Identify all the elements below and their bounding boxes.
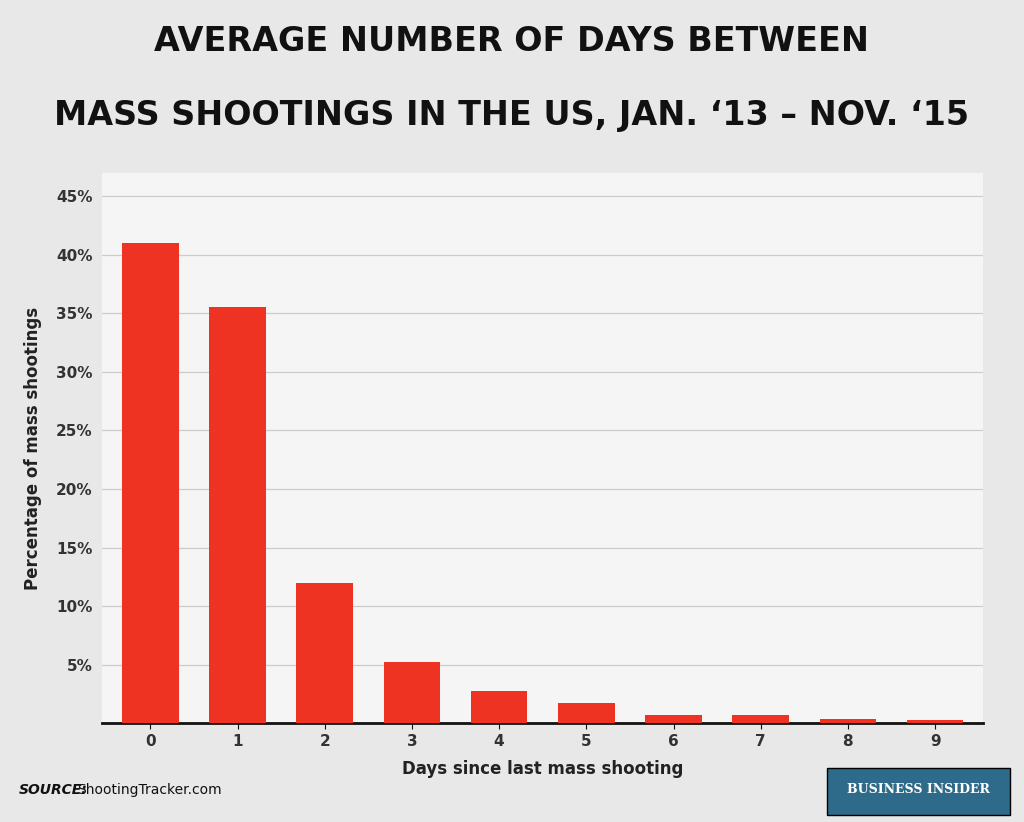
- Bar: [296, 583, 353, 723]
- Text: AVERAGE NUMBER OF DAYS BETWEEN: AVERAGE NUMBER OF DAYS BETWEEN: [155, 25, 869, 58]
- Bar: [122, 243, 179, 723]
- Bar: [906, 720, 964, 723]
- Bar: [558, 704, 614, 723]
- Bar: [209, 307, 266, 723]
- Text: SOURCE:: SOURCE:: [18, 783, 87, 797]
- Bar: [384, 663, 440, 723]
- Text: MASS SHOOTINGS IN THE US, JAN. ‘13 – NOV. ‘15: MASS SHOOTINGS IN THE US, JAN. ‘13 – NOV…: [54, 99, 970, 132]
- X-axis label: Days since last mass shooting: Days since last mass shooting: [402, 760, 683, 778]
- FancyBboxPatch shape: [827, 768, 1010, 815]
- Bar: [732, 714, 790, 723]
- Y-axis label: Percentage of mass shootings: Percentage of mass shootings: [25, 307, 42, 589]
- Bar: [471, 690, 527, 723]
- Bar: [645, 715, 701, 723]
- Bar: [819, 719, 877, 723]
- Text: BUSINESS INSIDER: BUSINESS INSIDER: [847, 783, 990, 797]
- Text: ShootingTracker.com: ShootingTracker.com: [77, 783, 221, 797]
